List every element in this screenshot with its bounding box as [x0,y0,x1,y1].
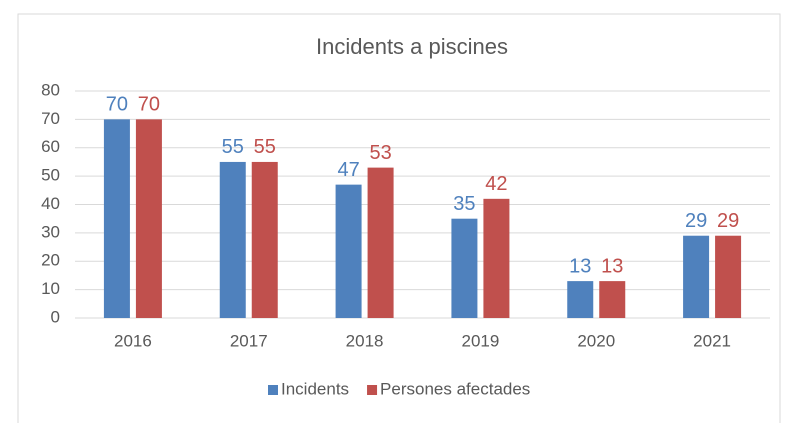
bar [567,281,594,318]
x-tick-label: 2021 [693,331,731,350]
data-label: 35 [453,193,475,215]
bar [715,235,742,318]
data-label: 47 [337,159,359,181]
data-label: 55 [254,136,276,158]
data-label: 13 [601,255,623,277]
bar [103,119,130,318]
chart-frame [17,13,781,423]
data-label: 42 [485,173,507,195]
y-tick-label: 10 [41,279,60,298]
y-tick-label: 80 [41,80,60,99]
data-label: 55 [222,136,244,158]
y-tick-label: 60 [41,137,60,156]
chart-title: Incidents a piscines [316,34,508,59]
bar [251,161,278,318]
y-tick-label: 50 [41,166,60,185]
bar [367,167,394,318]
x-tick-label: 2020 [577,331,615,350]
data-label: 29 [685,210,707,232]
legend-swatch [367,385,378,395]
data-label: 70 [138,94,160,116]
legend-swatch [268,385,278,395]
bar [599,281,626,318]
bar [451,218,478,318]
legend-label: Incidents [281,379,349,398]
x-tick-label: 2016 [114,331,152,350]
legend-label: Persones afectades [380,379,530,398]
bar [219,161,246,318]
bar [135,119,162,318]
x-tick-label: 2018 [346,331,384,350]
y-tick-label: 70 [41,109,60,128]
bar [683,235,710,318]
x-tick-label: 2017 [230,331,268,350]
y-tick-label: 40 [41,194,60,213]
bar [483,198,510,318]
data-label: 53 [369,142,391,164]
data-label: 70 [106,94,128,116]
y-tick-label: 0 [51,307,60,326]
data-label: 29 [717,210,739,232]
bar [335,184,362,318]
y-tick-label: 20 [41,251,60,270]
x-tick-label: 2019 [462,331,500,350]
data-label: 13 [569,255,591,277]
y-tick-label: 30 [41,222,60,241]
